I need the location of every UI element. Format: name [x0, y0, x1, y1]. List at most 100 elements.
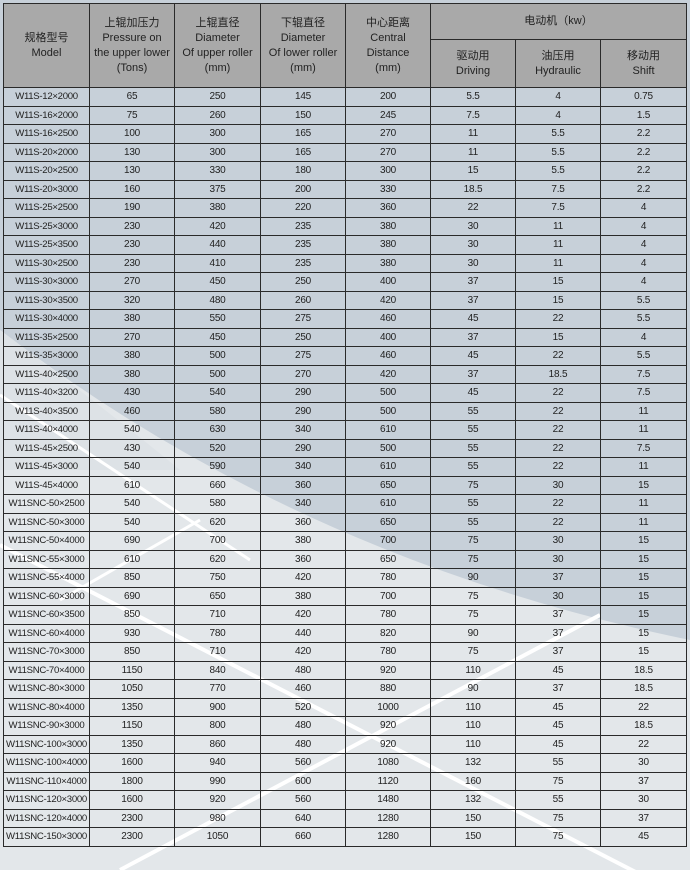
table-body: W11S-12×2000 65 250 145 200 5.5 4 0.75 W11S-16×2…	[3, 87, 687, 847]
cell-pressure: 850	[89, 568, 175, 588]
cell-upper-diameter: 900	[174, 697, 261, 717]
cell-central-distance: 500	[345, 438, 431, 458]
cell-model: W11S-30×3000	[3, 272, 90, 292]
cell-hydraulic-kw: 37	[515, 605, 601, 625]
cell-model: W11SNC-60×3500	[3, 605, 90, 625]
specification-table: 规格型号 Model 上辊加压力 Pressure on the upper lowe…	[3, 3, 687, 847]
table-row: W11SNC-100×4000 1600 940 560 1080 132 55 30	[3, 753, 687, 773]
cell-pressure: 270	[89, 272, 175, 292]
cell-upper-diameter: 920	[174, 790, 261, 810]
cell-pressure: 230	[89, 216, 175, 236]
cell-shift-kw: 4	[600, 272, 687, 292]
cell-shift-kw: 5.5	[600, 290, 687, 310]
cell-central-distance: 700	[345, 531, 431, 551]
cell-upper-diameter: 770	[174, 679, 261, 699]
cell-shift-kw: 4	[600, 235, 687, 255]
cell-lower-diameter: 165	[260, 142, 346, 162]
cell-hydraulic-kw: 45	[515, 697, 601, 717]
cell-model: W11SNC-50×2500	[3, 494, 90, 514]
cell-central-distance: 500	[345, 401, 431, 421]
cell-upper-diameter: 840	[174, 660, 261, 680]
cell-shift-kw: 18.5	[600, 660, 687, 680]
table-row: W11S-35×3000 380 500 275 460 45 22 5.5	[3, 346, 687, 366]
cell-driving-kw: 11	[430, 124, 516, 144]
cell-lower-diameter: 600	[260, 771, 346, 791]
cell-upper-diameter: 800	[174, 716, 261, 736]
cell-pressure: 1800	[89, 771, 175, 791]
cell-pressure: 1350	[89, 697, 175, 717]
table-row: W11S-25×3500 230 440 235 380 30 11 4	[3, 235, 687, 255]
cell-hydraulic-kw: 5.5	[515, 161, 601, 181]
cell-driving-kw: 18.5	[430, 179, 516, 199]
cell-pressure: 850	[89, 605, 175, 625]
cell-pressure: 540	[89, 494, 175, 514]
cell-shift-kw: 18.5	[600, 716, 687, 736]
cell-shift-kw: 15	[600, 623, 687, 643]
cell-driving-kw: 110	[430, 734, 516, 754]
cell-shift-kw: 4	[600, 327, 687, 347]
cell-model: W11S-35×2500	[3, 327, 90, 347]
cell-upper-diameter: 375	[174, 179, 261, 199]
cell-hydraulic-kw: 75	[515, 771, 601, 791]
cell-model: W11S-20×2000	[3, 142, 90, 162]
header-shift: 移动用 Shift	[600, 39, 687, 88]
cell-upper-diameter: 1050	[174, 827, 261, 847]
cell-hydraulic-kw: 22	[515, 420, 601, 440]
table-row: W11SNC-50×2500 540 580 340 610 55 22 11	[3, 494, 687, 514]
cell-central-distance: 920	[345, 716, 431, 736]
cell-central-distance: 460	[345, 309, 431, 329]
cell-upper-diameter: 500	[174, 364, 261, 384]
cell-shift-kw: 15	[600, 586, 687, 606]
cell-central-distance: 650	[345, 475, 431, 495]
cell-hydraulic-kw: 15	[515, 290, 601, 310]
cell-model: W11SNC-55×3000	[3, 549, 90, 569]
cell-upper-diameter: 700	[174, 531, 261, 551]
table-row: W11S-35×2500 270 450 250 400 37 15 4	[3, 327, 687, 347]
table-row: W11SNC-60×3000 690 650 380 700 75 30 15	[3, 586, 687, 606]
cell-hydraulic-kw: 30	[515, 531, 601, 551]
cell-shift-kw: 37	[600, 808, 687, 828]
cell-hydraulic-kw: 30	[515, 475, 601, 495]
cell-hydraulic-kw: 22	[515, 309, 601, 329]
cell-pressure: 230	[89, 235, 175, 255]
cell-upper-diameter: 330	[174, 161, 261, 181]
cell-model: W11S-45×4000	[3, 475, 90, 495]
cell-hydraulic-kw: 7.5	[515, 179, 601, 199]
cell-upper-diameter: 620	[174, 549, 261, 569]
cell-shift-kw: 5.5	[600, 346, 687, 366]
cell-driving-kw: 37	[430, 272, 516, 292]
cell-shift-kw: 22	[600, 734, 687, 754]
cell-shift-kw: 11	[600, 512, 687, 532]
cell-lower-diameter: 360	[260, 475, 346, 495]
table-row: W11S-20×3000 160 375 200 330 18.5 7.5 2.2	[3, 179, 687, 199]
cell-upper-diameter: 940	[174, 753, 261, 773]
cell-upper-diameter: 260	[174, 105, 261, 125]
cell-central-distance: 880	[345, 679, 431, 699]
cell-central-distance: 700	[345, 586, 431, 606]
cell-central-distance: 200	[345, 87, 431, 107]
cell-lower-diameter: 235	[260, 253, 346, 273]
cell-hydraulic-kw: 22	[515, 438, 601, 458]
cell-lower-diameter: 340	[260, 494, 346, 514]
cell-driving-kw: 37	[430, 364, 516, 384]
header-driving: 驱动用 Driving	[430, 39, 516, 88]
table-row: W11SNC-90×3000 1150 800 480 920 110 45 18.5	[3, 716, 687, 736]
cell-driving-kw: 45	[430, 309, 516, 329]
cell-lower-diameter: 640	[260, 808, 346, 828]
table-row: W11S-30×3000 270 450 250 400 37 15 4	[3, 272, 687, 292]
cell-upper-diameter: 380	[174, 198, 261, 218]
cell-upper-diameter: 550	[174, 309, 261, 329]
table-row: W11SNC-50×3000 540 620 360 650 55 22 11	[3, 512, 687, 532]
table-row: W11SNC-70×4000 1150 840 480 920 110 45 18.5	[3, 660, 687, 680]
cell-shift-kw: 11	[600, 401, 687, 421]
cell-driving-kw: 75	[430, 475, 516, 495]
table-row: W11S-45×2500 430 520 290 500 55 22 7.5	[3, 438, 687, 458]
cell-shift-kw: 4	[600, 216, 687, 236]
cell-lower-diameter: 340	[260, 457, 346, 477]
cell-model: W11SNC-70×3000	[3, 642, 90, 662]
cell-central-distance: 820	[345, 623, 431, 643]
cell-central-distance: 780	[345, 568, 431, 588]
cell-shift-kw: 45	[600, 827, 687, 847]
cell-driving-kw: 150	[430, 827, 516, 847]
cell-hydraulic-kw: 15	[515, 272, 601, 292]
